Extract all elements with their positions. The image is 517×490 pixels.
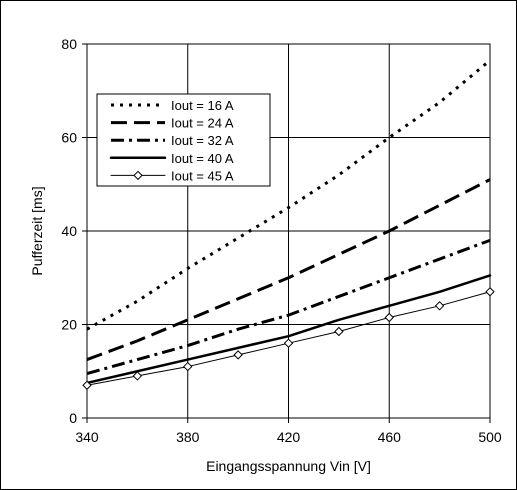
series-line-4 <box>85 274 492 385</box>
data-point-marker <box>485 287 495 297</box>
y-tick-label: 20 <box>61 317 77 333</box>
legend-label: Iout = 32 A <box>171 133 234 148</box>
x-tick-label: 340 <box>75 429 99 445</box>
legend-label: Iout = 40 A <box>171 151 234 166</box>
series-line-3 <box>86 238 491 376</box>
legend: Iout = 16 A Iout = 24 A Iout = 32 A Iout = … <box>96 93 271 187</box>
data-point-marker <box>183 361 193 372</box>
y-tick-label: 0 <box>69 410 77 426</box>
legend-label: Iout = 16 A <box>171 98 234 113</box>
x-tick-label: 420 <box>277 429 301 445</box>
x-tick-label: 500 <box>478 429 502 445</box>
y-tick-label: 80 <box>61 36 77 52</box>
y-axis-label: Pufferzeit [ms] <box>29 186 45 275</box>
data-point-marker <box>233 350 243 360</box>
y-tick-label: 60 <box>61 130 77 146</box>
data-point-marker <box>132 371 143 381</box>
legend-label: Iout = 45 A <box>171 168 234 183</box>
y-axis-ticks: 0 20 40 60 80 <box>61 36 87 426</box>
data-point-marker <box>82 380 92 390</box>
x-axis-ticks: 340 380 420 460 500 <box>75 418 502 445</box>
legend-marker <box>133 170 143 181</box>
x-axis-label: Eingangsspannung Vin [V] <box>206 458 371 474</box>
data-point-marker <box>434 301 445 311</box>
series-line-1 <box>86 59 491 331</box>
legend-box <box>96 93 271 187</box>
series-line-2 <box>86 178 491 361</box>
y-tick-label: 40 <box>61 223 77 239</box>
data-point-marker <box>334 326 344 337</box>
legend-label: Iout = 24 A <box>171 116 234 131</box>
series-group <box>82 59 495 390</box>
x-tick-label: 460 <box>378 429 402 445</box>
data-point-marker <box>384 312 394 323</box>
data-point-marker <box>283 338 294 348</box>
x-tick-label: 380 <box>176 429 200 445</box>
